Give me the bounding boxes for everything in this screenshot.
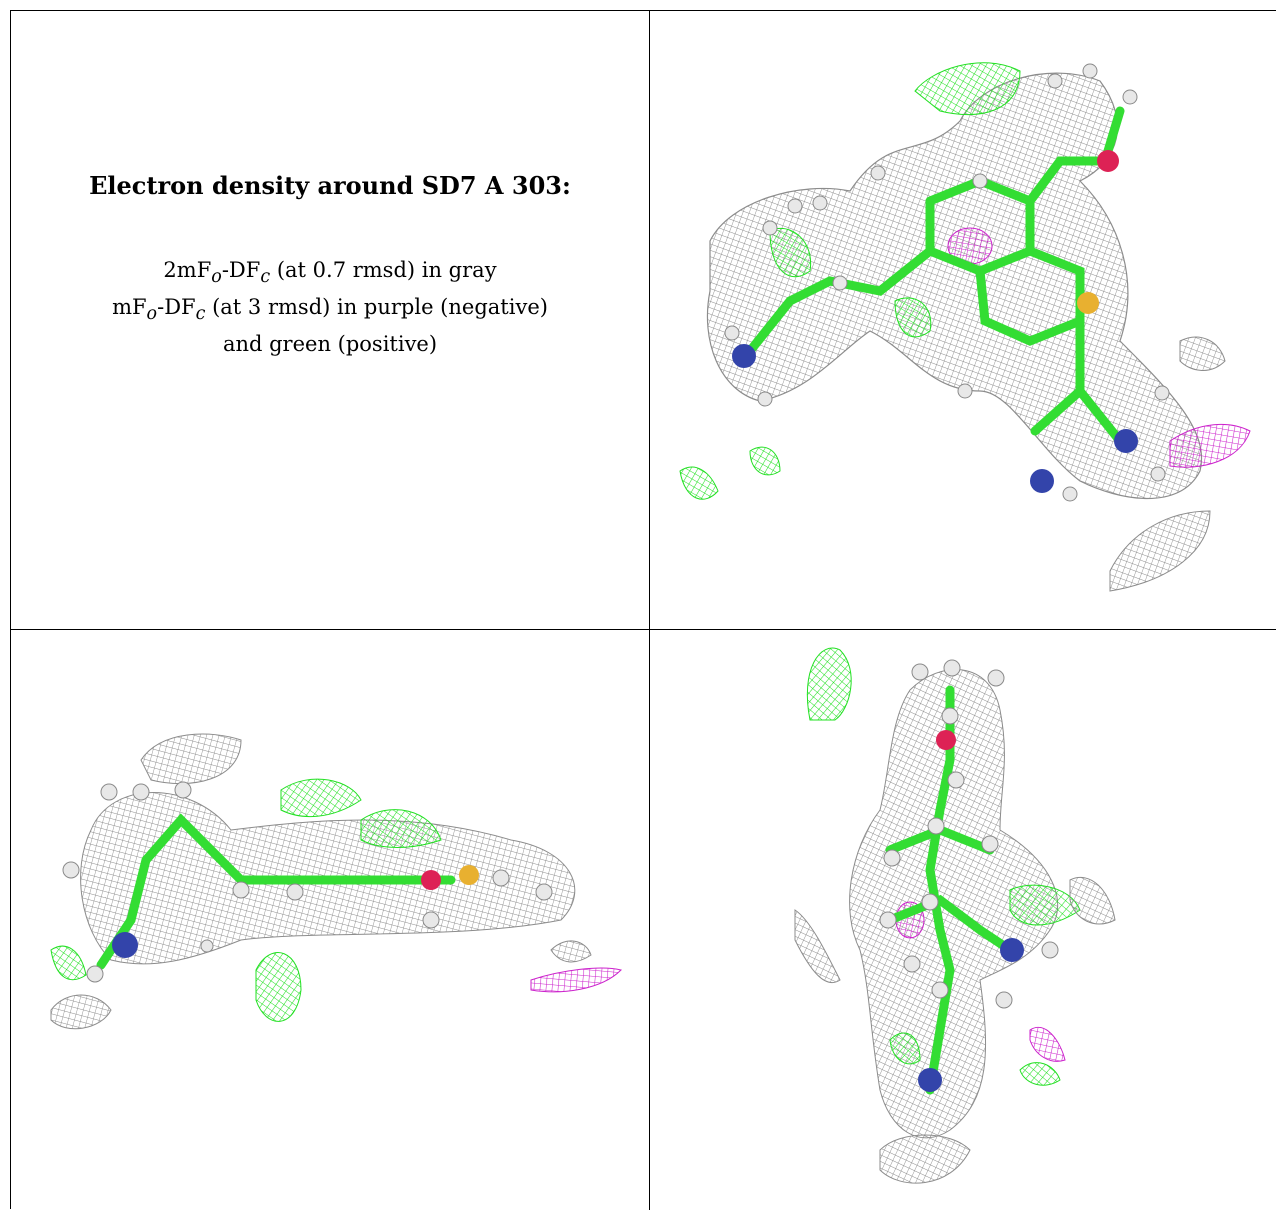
figure-grid: Electron density around SD7 A 303: 2mFo-… [10, 10, 1276, 1210]
molecule-top [724, 63, 1170, 502]
caption-title: Electron density around SD7 A 303: [89, 171, 571, 200]
caption-line-colors: and green (positive) [222, 332, 438, 357]
density-image-side [50, 733, 622, 1030]
molecule-side [62, 781, 553, 983]
density-image-end [794, 647, 1116, 1184]
caption: Electron density around SD7 A 303: 2mFo-… [11, 171, 649, 359]
density-image-top [679, 62, 1251, 592]
caption-line-fofc: mFo-DFc (at 3 rmsd) in purple (negative) [112, 295, 548, 325]
molecule-end [879, 659, 1059, 1095]
view-end [650, 630, 1276, 1210]
view-side [11, 630, 650, 1210]
view-top [650, 11, 1276, 630]
caption-line-2fofc: 2mFo-DFc (at 0.7 rmsd) in gray [163, 258, 497, 288]
caption-cell: Electron density around SD7 A 303: 2mFo-… [11, 11, 650, 630]
